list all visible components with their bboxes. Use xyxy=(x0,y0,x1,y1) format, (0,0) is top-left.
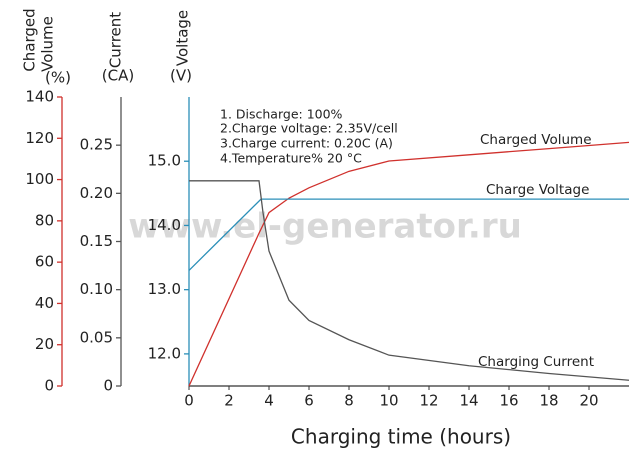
y3-tick-label: 12.0 xyxy=(148,344,181,362)
series-label: Charged Volume xyxy=(480,132,592,148)
series-label: Charging Current xyxy=(478,354,594,370)
note: 4.Temperature% 20 °C xyxy=(220,151,362,166)
x-tick-label: 8 xyxy=(344,392,354,410)
y-tick-label: 100 xyxy=(25,170,54,188)
x-axis-title: Charging time (hours) xyxy=(291,425,511,449)
note: 2.Charge voltage: 2.35V/cell xyxy=(220,121,398,136)
y-axis-title: Volume xyxy=(39,16,57,72)
note: 3.Charge current: 0.20C (A) xyxy=(220,136,393,151)
y3-axis-unit: (V) xyxy=(170,67,192,85)
series-label: Charge Voltage xyxy=(486,182,589,198)
y2-tick-label: 0.10 xyxy=(80,280,113,298)
y-tick-label: 140 xyxy=(25,88,54,106)
series-line xyxy=(188,141,630,387)
x-tick-label: 18 xyxy=(539,392,558,410)
x-tick-label: 14 xyxy=(459,392,478,410)
y2-tick-label: 0.20 xyxy=(80,184,113,202)
watermark: www.el-generator.ru xyxy=(128,207,522,247)
x-tick-label: 20 xyxy=(579,392,598,410)
x-tick-label: 2 xyxy=(224,392,234,410)
note: 1. Discharge: 100% xyxy=(220,107,343,122)
y3-tick-label: 14.0 xyxy=(148,216,181,234)
y-tick-label: 80 xyxy=(35,211,54,229)
y2-tick-label: 0.05 xyxy=(80,328,113,346)
x-tick-label: 4 xyxy=(264,392,274,410)
y-axis-title: Charged xyxy=(21,8,39,71)
series-line xyxy=(189,180,630,381)
y2-tick-label: 0.25 xyxy=(80,136,113,154)
x-tick-label: 10 xyxy=(379,392,398,410)
y3-tick-label: 13.0 xyxy=(148,280,181,298)
x-tick-label: 12 xyxy=(419,392,438,410)
y2-axis-title: Current xyxy=(107,12,125,68)
y2-axis-unit: (CA) xyxy=(102,67,134,85)
y-tick-label: 40 xyxy=(35,294,54,312)
y2-tick-label: 0 xyxy=(103,377,113,395)
y3-axis-title: Voltage xyxy=(174,10,192,66)
y-tick-label: 120 xyxy=(25,129,54,147)
x-tick-label: 6 xyxy=(304,392,314,410)
y2-tick-label: 0.15 xyxy=(80,232,113,250)
y-tick-label: 0 xyxy=(44,377,54,395)
y3-tick-label: 15.0 xyxy=(148,152,181,170)
x-tick-label: 0 xyxy=(184,392,194,410)
y-tick-label: 20 xyxy=(35,335,54,353)
y-axis-unit: (%) xyxy=(45,69,71,87)
x-tick-label: 16 xyxy=(499,392,518,410)
y-tick-label: 60 xyxy=(35,253,54,271)
